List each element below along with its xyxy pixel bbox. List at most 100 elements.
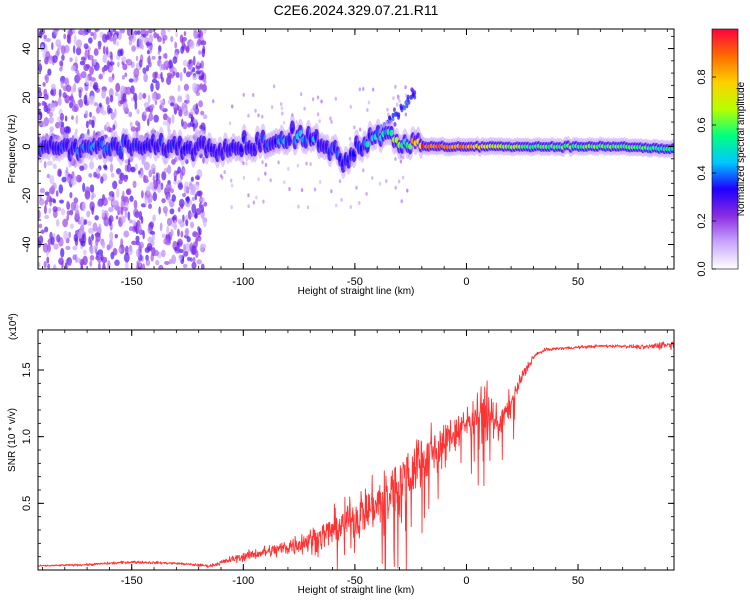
spectrogram-noise-point <box>152 214 156 222</box>
spectrogram-noise-point <box>169 208 175 215</box>
spectrogram-noise-point <box>47 68 52 76</box>
spectrogram-noise-point <box>190 257 193 262</box>
spectrogram-noise-point <box>407 99 411 105</box>
spectrogram-noise-point <box>72 245 78 251</box>
spectrogram-noise-point <box>166 225 170 235</box>
spectrogram-noise-point <box>399 159 403 164</box>
spectrogram-noise-point <box>87 128 90 136</box>
spectrogram-noise-point <box>163 237 168 245</box>
spectrogram-noise-point <box>372 87 375 92</box>
spectrogram-noise-point <box>76 174 82 183</box>
spectrogram-noise-point <box>128 226 135 232</box>
spectrogram-noise-point <box>128 111 133 118</box>
spectrogram-noise-point <box>125 188 131 195</box>
spectrogram-noise-point <box>189 221 195 229</box>
spectrogram-noise-point <box>300 188 304 193</box>
spectrogram-noise-point <box>114 108 117 118</box>
spectrogram-noise-point <box>108 107 113 114</box>
spectrogram-noise-point <box>63 230 69 240</box>
spectrogram-noise-point <box>190 185 196 194</box>
spectrogram-noise-point <box>223 170 226 175</box>
spectrogram-noise-point <box>108 215 114 223</box>
spectrogram-noise-point <box>81 31 87 36</box>
spectrogram-noise-point <box>177 228 180 237</box>
spectrogram-noise-point <box>131 240 137 246</box>
spectrogram-noise-point <box>203 201 208 207</box>
spectrogram-noise-point <box>93 48 99 56</box>
spectrogram-noise-point <box>38 223 43 229</box>
spectrogram-noise-point <box>77 99 81 106</box>
spectrogram-noise-point <box>283 180 286 185</box>
spectrogram-noise-point <box>202 114 208 120</box>
spectrogram-noise-point <box>166 217 173 227</box>
spectrogram-noise-point <box>362 168 365 173</box>
spectrogram-noise-point <box>83 43 89 50</box>
spectrogram-noise-point <box>80 56 86 61</box>
spectrogram-noise-point <box>56 219 60 227</box>
spectrogram-noise-point <box>89 161 95 170</box>
spectrogram-noise-point <box>85 120 89 129</box>
spectrogram-noise-point <box>229 178 233 183</box>
spectrogram-x-tick-label: 0 <box>463 276 469 288</box>
spectrogram-noise-point <box>195 102 199 110</box>
spectrogram-noise-point <box>45 51 51 60</box>
spectrogram-noise-point <box>150 104 155 109</box>
spectrogram-noise-point <box>394 185 397 190</box>
spectrogram-noise-point <box>46 173 51 179</box>
spectrogram-noise-point <box>149 182 155 190</box>
spectrogram-x-tick-label: -150 <box>121 276 143 288</box>
spectrogram-noise-point <box>280 106 284 111</box>
spectrogram-noise-point <box>70 201 77 211</box>
spectrogram-noise-point <box>197 38 202 46</box>
spectrogram-noise-point <box>282 120 286 125</box>
spectrogram-noise-point <box>115 215 119 220</box>
spectrogram-noise-point <box>65 245 71 251</box>
spectrogram-noise-point <box>43 160 47 169</box>
spectrogram-noise-point <box>161 233 166 239</box>
spectrogram-noise-point <box>318 119 321 124</box>
spectrogram-noise-point <box>148 113 154 122</box>
spectrogram-noise-point <box>84 186 91 196</box>
spectrogram-noise-point <box>261 114 264 119</box>
snr-x-axis: -150 -100 -50 0 50 <box>42 330 668 587</box>
spectrogram-noise-point <box>107 60 110 70</box>
spectrogram-noise-point <box>115 82 121 93</box>
spectrogram-noise-point <box>378 181 382 186</box>
spectrogram-noise-point <box>110 172 115 178</box>
spectrogram-noise-point <box>188 59 192 65</box>
spectrogram-noise-point <box>371 175 374 180</box>
spectrogram-noise-point <box>198 100 203 108</box>
spectrogram-noise-point <box>84 110 89 119</box>
figure-title: C2E6.2024.329.07.21.R11 <box>274 2 439 18</box>
spectrogram-noise-point <box>43 260 47 269</box>
spectrogram-noise-point <box>163 61 166 71</box>
colorbar-tick-label: 0.6 <box>696 117 708 132</box>
spectrogram-noise-point <box>122 93 127 102</box>
snr-x-tick-label: 50 <box>572 575 584 587</box>
spectrogram-noise-point <box>123 252 130 263</box>
spectrogram-noise-point <box>200 40 207 46</box>
spectrogram-noise-point <box>182 121 188 130</box>
spectrogram-noise-point <box>122 190 125 201</box>
spectrogram-noise-point <box>194 238 199 248</box>
spectrogram-y-tick-label: -20 <box>21 188 33 204</box>
snr-series-line <box>38 341 674 570</box>
spectrogram-noise-point <box>167 29 171 33</box>
spectrogram-noise-point <box>330 119 333 124</box>
spectrogram-noise-point <box>95 167 101 174</box>
spectrogram-noise-point <box>138 59 143 68</box>
spectrogram-noise-point <box>189 40 195 49</box>
spectrogram-noise-point <box>391 112 395 118</box>
spectrogram-noise-point <box>55 190 59 197</box>
spectrogram-noise-point <box>98 223 102 234</box>
spectrogram-noise-point <box>180 46 185 54</box>
spectrogram-noise-point <box>74 209 80 220</box>
snr-x-tick-label: -50 <box>347 575 363 587</box>
spectrogram-noise-point <box>121 56 127 63</box>
spectrogram-noise-point <box>112 36 117 45</box>
spectrogram-noise-point <box>58 89 62 98</box>
spectrogram-noise-point <box>162 113 168 121</box>
spectrogram-noise-point <box>135 211 140 219</box>
spectrogram-noise-point <box>186 236 191 243</box>
